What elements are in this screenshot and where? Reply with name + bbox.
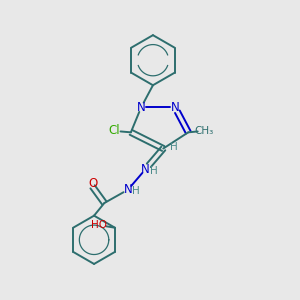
Text: N: N (141, 163, 150, 176)
Text: O: O (88, 177, 97, 190)
Text: H: H (170, 142, 177, 152)
Text: N: N (137, 101, 146, 114)
Text: N: N (124, 183, 132, 196)
Text: H: H (132, 186, 140, 196)
Text: HO: HO (91, 220, 107, 230)
Text: H: H (150, 166, 158, 176)
Text: CH₃: CH₃ (194, 126, 213, 136)
Text: N: N (171, 101, 179, 114)
Text: Cl: Cl (108, 124, 120, 137)
